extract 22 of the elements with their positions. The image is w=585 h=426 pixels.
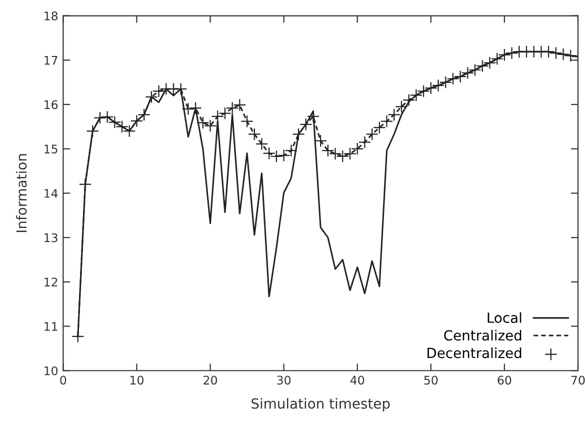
x-tick-label: 60 bbox=[498, 376, 512, 385]
x-axis-title: Simulation timestep bbox=[252, 398, 390, 412]
x-tick-label: 40 bbox=[350, 376, 364, 385]
y-tick-label: 10 bbox=[44, 366, 58, 376]
x-tick-label: 0 bbox=[60, 376, 66, 385]
y-tick-label: 18 bbox=[44, 11, 58, 20]
legend-label: Local bbox=[488, 312, 522, 323]
y-tick-label: 12 bbox=[44, 278, 58, 286]
x-tick-label: 50 bbox=[424, 376, 438, 385]
y-tick-label: 11 bbox=[44, 322, 58, 331]
legend-label: Centralized bbox=[444, 330, 522, 341]
x-tick-label: 20 bbox=[204, 376, 217, 385]
y-axis-title: Information bbox=[16, 154, 27, 232]
y-tick-label: 13 bbox=[44, 233, 58, 242]
x-tick-label: 70 bbox=[571, 376, 585, 385]
legend-label: Decentralized bbox=[428, 347, 522, 358]
x-tick-label: 30 bbox=[277, 376, 291, 385]
y-tick-label: 16 bbox=[44, 100, 58, 110]
x-tick-label: 10 bbox=[130, 376, 144, 385]
y-tick-label: 15 bbox=[44, 144, 58, 154]
y-tick-label: 17 bbox=[44, 56, 58, 65]
y-tick-label: 14 bbox=[44, 189, 58, 198]
